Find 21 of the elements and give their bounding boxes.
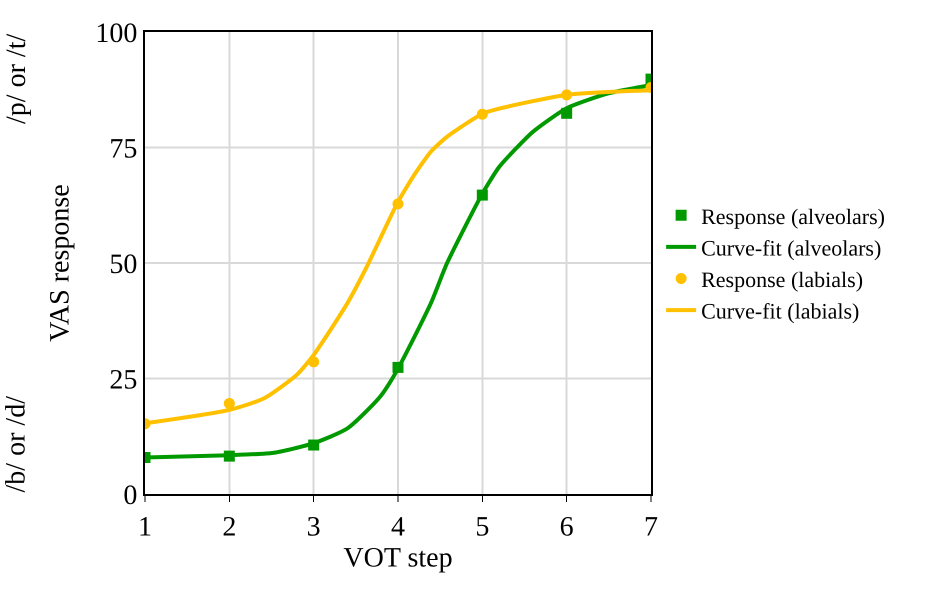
- x-tick-label: 4: [391, 512, 405, 543]
- legend-label: Response (alveolars): [701, 204, 886, 229]
- x-tick-label: 1: [138, 512, 152, 543]
- x-tick-label: 5: [475, 512, 490, 543]
- text: /b/ or /d/: [0, 396, 32, 492]
- y-tick-label: 0: [123, 480, 138, 511]
- y-tick-label: 75: [109, 133, 138, 164]
- x-tick-label: 7: [644, 512, 658, 543]
- y-axis-title: VAS response: [44, 184, 76, 342]
- text: /p/ or /t/: [0, 34, 32, 124]
- point: [224, 398, 235, 409]
- legend-label: Curve-fit (labials): [701, 298, 860, 324]
- y-tick-label: 25: [109, 364, 138, 396]
- x-tick-label: 6: [560, 512, 574, 543]
- y-tick-label: 100: [95, 18, 138, 49]
- x-tick-label: 2: [222, 512, 236, 543]
- legend-label: Curve-fit (alveolars): [701, 235, 882, 260]
- x-tick-label: 3: [306, 512, 321, 543]
- x-axis-title: VOT step: [343, 542, 453, 574]
- y-tick-label: 50: [109, 248, 138, 280]
- legend-label: Response (labials): [701, 267, 864, 292]
